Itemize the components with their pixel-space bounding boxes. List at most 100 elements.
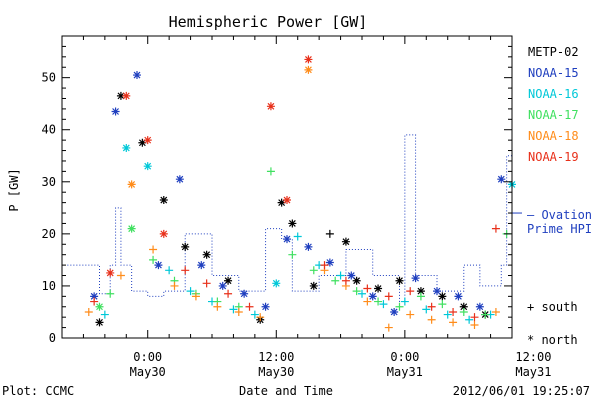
x-tick-label-time: 12:00 (258, 350, 294, 364)
data-point-metp-02 (309, 281, 318, 290)
data-point-noaa-18 (384, 323, 393, 332)
data-point-noaa-17 (481, 310, 490, 319)
data-point-metp-02 (459, 302, 468, 311)
data-point-noaa-17 (127, 224, 136, 233)
data-point-noaa-16 (422, 305, 431, 314)
data-point-metp-02 (181, 242, 190, 251)
data-point-noaa-19 (341, 276, 350, 285)
data-point-noaa-19 (304, 55, 313, 64)
data-point-noaa-15 (133, 71, 141, 80)
x-axis: 0:00May3012:00May300:00May3112:00May310:… (82, 36, 551, 379)
data-point-noaa-18 (234, 307, 243, 316)
ovation-legend-line1: — Ovation (527, 208, 592, 222)
chart-title: Hemispheric Power [GW] (169, 13, 368, 31)
data-point-noaa-18 (449, 318, 458, 327)
data-point-noaa-16 (293, 232, 302, 241)
data-point-noaa-19 (427, 302, 436, 311)
data-point-noaa-18 (406, 310, 415, 319)
data-point-noaa-19 (224, 289, 233, 298)
plot-credit: Plot: CCMC (2, 384, 74, 398)
south-marker-key: + south (527, 300, 578, 314)
data-point-noaa-15 (454, 292, 463, 301)
x-tick-label-date: May30 (130, 365, 166, 379)
x-tick-label-time: 12:00 (515, 350, 551, 364)
data-point-noaa-18 (256, 313, 265, 322)
y-tick-label: 10 (42, 279, 56, 293)
legend-entry-noaa-17: NOAA-17 (528, 108, 579, 122)
plot-timestamp: 2012/06/01 19:25:07 (453, 384, 590, 398)
data-point-metp-02 (288, 219, 297, 228)
data-point-metp-02 (202, 250, 211, 259)
data-point-noaa-16 (336, 271, 345, 280)
data-point-noaa-17 (95, 302, 104, 311)
data-point-noaa-17 (149, 255, 158, 264)
data-point-metp-02 (224, 276, 233, 285)
data-point-noaa-15 (475, 302, 484, 311)
x-tick-label-date: May30 (258, 365, 294, 379)
data-point-noaa-15 (304, 242, 313, 251)
data-point-noaa-19 (491, 224, 500, 233)
data-point-noaa-15 (197, 261, 206, 270)
data-point-noaa-18 (213, 302, 222, 311)
data-point-noaa-17 (266, 167, 275, 176)
data-point-noaa-16 (143, 162, 152, 171)
y-tick-label: 30 (42, 175, 56, 189)
data-point-noaa-15 (347, 271, 356, 280)
data-point-noaa-19 (106, 268, 115, 277)
data-point-noaa-18 (170, 281, 179, 290)
data-point-metp-02 (352, 276, 361, 285)
data-point-noaa-16 (443, 310, 452, 319)
data-point-noaa-18 (149, 245, 158, 254)
data-point-noaa-16 (165, 266, 174, 275)
data-point-metp-02 (116, 91, 125, 100)
data-point-noaa-16 (379, 300, 388, 309)
data-point-noaa-17 (459, 307, 468, 316)
data-point-noaa-19 (159, 229, 168, 238)
data-point-noaa-16 (122, 143, 131, 152)
data-point-noaa-15 (390, 307, 399, 316)
data-point-noaa-16 (272, 279, 281, 288)
data-point-metp-02 (138, 138, 147, 147)
data-point-noaa-19 (202, 279, 211, 288)
data-point-metp-02 (438, 292, 447, 301)
x-tick-label-time: 0:00 (390, 350, 419, 364)
data-point-noaa-18 (191, 292, 200, 301)
data-point-noaa-18 (470, 320, 479, 329)
data-point-noaa-15 (411, 274, 420, 283)
data-point-metp-02 (325, 229, 334, 238)
data-point-noaa-17 (331, 276, 340, 285)
y-axis-label: P [GW] (7, 168, 21, 211)
data-point-noaa-15 (90, 292, 99, 301)
data-point-noaa-18 (84, 307, 93, 316)
x-axis-label: Date and Time (239, 384, 333, 398)
data-point-noaa-16 (229, 305, 238, 314)
data-point-noaa-19 (363, 284, 372, 293)
data-point-noaa-19 (470, 313, 479, 322)
data-point-noaa-17 (309, 266, 318, 275)
north-marker-key: * north (527, 333, 578, 347)
data-point-metp-02 (277, 198, 286, 207)
legend-entry-noaa-18: NOAA-18 (528, 129, 579, 143)
data-point-metp-02 (395, 276, 404, 285)
legend-entry-noaa-15: NOAA-15 (528, 66, 579, 80)
data-point-noaa-19 (320, 261, 329, 270)
legend-entry-noaa-19: NOAA-19 (528, 150, 579, 164)
data-point-metp-02 (374, 284, 383, 293)
data-point-noaa-17 (416, 292, 425, 301)
data-point-noaa-16 (400, 297, 409, 306)
ovation-hpi-line (67, 134, 522, 303)
data-point-noaa-19 (143, 136, 152, 145)
x-tick-label-time: 0:00 (133, 350, 162, 364)
data-point-metp-02 (416, 287, 425, 296)
data-point-noaa-17 (288, 250, 297, 259)
data-point-noaa-18 (427, 315, 436, 324)
data-point-noaa-19 (406, 287, 415, 296)
y-tick-label: 0 (49, 331, 56, 345)
data-point-noaa-16 (250, 310, 259, 319)
data-point-noaa-19 (384, 292, 393, 301)
data-point-noaa-19 (449, 307, 458, 316)
data-point-noaa-15 (497, 175, 506, 184)
data-points (84, 55, 516, 332)
x-tick-label-date: May31 (387, 365, 423, 379)
